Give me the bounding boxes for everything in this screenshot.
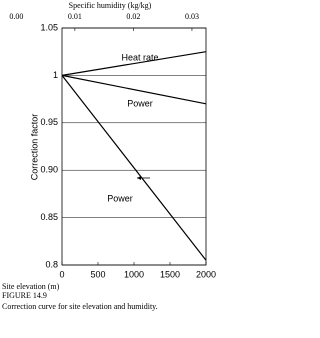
x-axis-title: Site elevation (m) — [2, 282, 60, 291]
arrow-head — [137, 176, 141, 180]
y-tick-label: 1 — [53, 70, 58, 80]
y-tick-label: 0.8 — [45, 259, 58, 269]
top-tick-label: 0.01 — [68, 12, 82, 21]
series-line — [61, 75, 207, 261]
top-axis-title: Specific humidity (kg/kg) — [69, 1, 152, 10]
chart: Specific humidity (kg/kg) Correction fac… — [2, 1, 216, 311]
y-axis-title: Correction factor — [29, 114, 39, 181]
series-label: Power — [107, 193, 133, 203]
caption: Correction curve for site elevation and … — [2, 302, 158, 311]
top-tick-label: 0.02 — [126, 12, 140, 21]
x-tick-label: 500 — [90, 269, 105, 279]
y-tick-label: 0.90 — [40, 165, 58, 175]
top-tick-label: 0.03 — [185, 12, 199, 21]
y-tick-label: 0.85 — [40, 212, 58, 222]
x-tick-label: 1000 — [124, 269, 144, 279]
x-tick-label: 1500 — [160, 269, 180, 279]
series-label: Power — [127, 98, 153, 108]
x-tick-label: 0 — [59, 269, 64, 279]
y-tick-label: 0.95 — [40, 117, 58, 127]
figure-label: FIGURE 14.9 — [2, 291, 47, 300]
y-tick-label: 1.05 — [40, 22, 58, 32]
series-line — [61, 51, 207, 76]
top-tick-label: 0.00 — [9, 12, 23, 21]
x-tick-label: 2000 — [196, 269, 216, 279]
series-label: Heat rate — [121, 52, 158, 62]
series-line — [61, 74, 207, 105]
